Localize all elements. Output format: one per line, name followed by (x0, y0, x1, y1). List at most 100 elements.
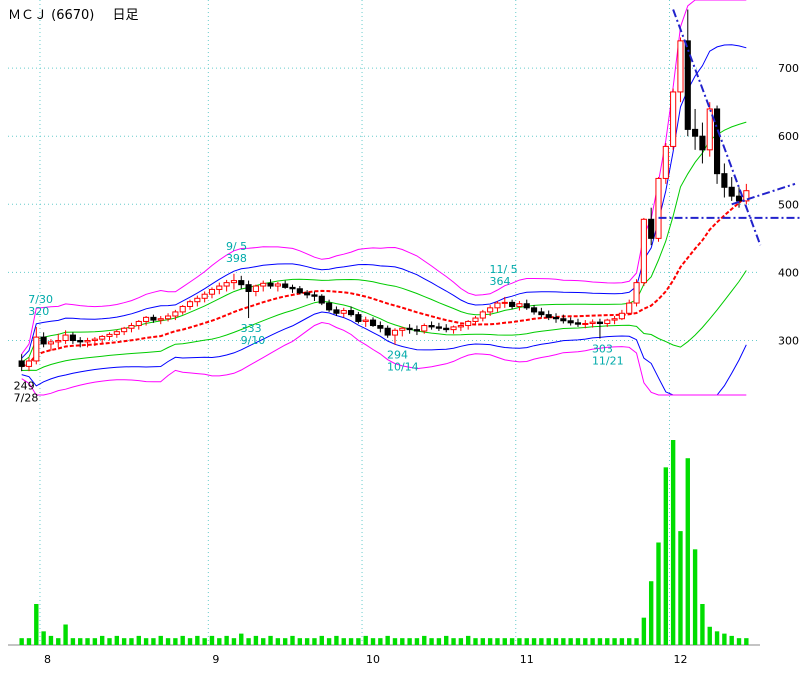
candle-body (62, 334, 69, 342)
candle-body (99, 335, 106, 340)
volume-bar (334, 635, 339, 645)
x-month-label: 10 (366, 653, 380, 666)
candle-body (713, 108, 721, 175)
candle-body (245, 284, 252, 292)
volume-bar (561, 638, 566, 645)
y-tick-label: 700 (778, 62, 799, 75)
candle-body (150, 316, 157, 321)
candle-body (494, 302, 501, 309)
volume-bar (180, 635, 185, 645)
volume-bar (400, 638, 405, 645)
candle-body (538, 311, 545, 316)
candle-body (69, 334, 76, 342)
candle-body (362, 319, 369, 322)
candle-body (113, 331, 120, 335)
candle-body (391, 329, 399, 336)
candle-body (318, 295, 325, 304)
volume-bar (685, 458, 690, 645)
y-tick-label: 500 (778, 198, 799, 211)
candle-body (377, 325, 384, 329)
price-annotation: 9/10 (241, 334, 266, 347)
candles (18, 9, 750, 372)
candle-body (333, 309, 340, 314)
volume-bar (70, 638, 76, 645)
band-1sd-lower (21, 270, 747, 371)
candle-body (230, 280, 238, 284)
candle-body (523, 303, 530, 309)
candle-body (662, 145, 669, 179)
volume-bar (553, 638, 559, 645)
candle-body (721, 173, 728, 188)
candle-body (172, 311, 179, 317)
volume-bar (41, 631, 46, 645)
candle-body (186, 301, 194, 307)
candle-body (106, 333, 113, 337)
candle-body (545, 314, 552, 318)
volume-bar (385, 635, 390, 645)
volume-bar (290, 635, 295, 645)
volume-bar (195, 635, 200, 645)
candle-body (735, 195, 743, 202)
y-tick-label: 400 (778, 266, 799, 279)
volume-bar (597, 638, 603, 645)
volume-bar (78, 638, 83, 645)
candle-body (208, 288, 216, 295)
price-annotation: 398 (226, 252, 247, 265)
candle-body (443, 327, 450, 331)
candle-body (355, 314, 362, 322)
price-annotation: 7/28 (14, 391, 39, 404)
price-annotation: 11/ 5 (489, 263, 517, 276)
candle-body (252, 285, 259, 292)
candle-body (55, 340, 62, 343)
volume-bar (605, 638, 610, 645)
volume-bar (114, 635, 120, 645)
volume-bar (158, 635, 163, 645)
x-month-label: 12 (673, 653, 687, 666)
candle-body (135, 320, 142, 327)
price-annotation: 9/ 5 (226, 240, 247, 253)
candle-body (604, 319, 611, 324)
volume-bar (253, 635, 259, 645)
volume-bar (26, 638, 32, 645)
volume-bar (627, 638, 632, 645)
candle-body (648, 218, 655, 239)
price-annotation: 786 (680, 0, 701, 1)
volume-bar (370, 638, 376, 645)
price-annotation: 249 (14, 379, 35, 392)
candle-body (340, 310, 347, 314)
volume-bar (429, 638, 434, 645)
candle-body (692, 128, 699, 137)
y-tick-label: 300 (778, 335, 799, 348)
band-3sd-upper (21, 0, 747, 355)
chart-period: 日足 (112, 8, 139, 23)
volume-bar (670, 440, 676, 645)
volume-bar (487, 638, 493, 645)
volume-bar (707, 626, 712, 645)
volume-bar (714, 631, 720, 645)
volume-bar (583, 638, 588, 645)
volume-bar (656, 542, 661, 645)
candle-body (260, 282, 267, 287)
candle-body (399, 327, 406, 331)
candle-body (655, 177, 662, 239)
volume-bar (612, 638, 617, 645)
volume-bar (378, 638, 383, 645)
volume-bar (458, 638, 464, 645)
volume-bar (107, 638, 112, 645)
band-3sd-lower (21, 321, 747, 396)
volume-bar (736, 638, 742, 645)
price-annotation: 320 (28, 305, 49, 318)
volume-bar (341, 638, 346, 645)
candle-body (530, 307, 538, 313)
candle-body (201, 293, 208, 299)
volume-bar (261, 638, 266, 645)
candle-body (413, 329, 421, 332)
candle-body (728, 186, 735, 197)
candle-body (179, 305, 186, 313)
candle-body (574, 322, 582, 325)
candle-body (699, 135, 706, 151)
volume-bar (224, 635, 229, 645)
